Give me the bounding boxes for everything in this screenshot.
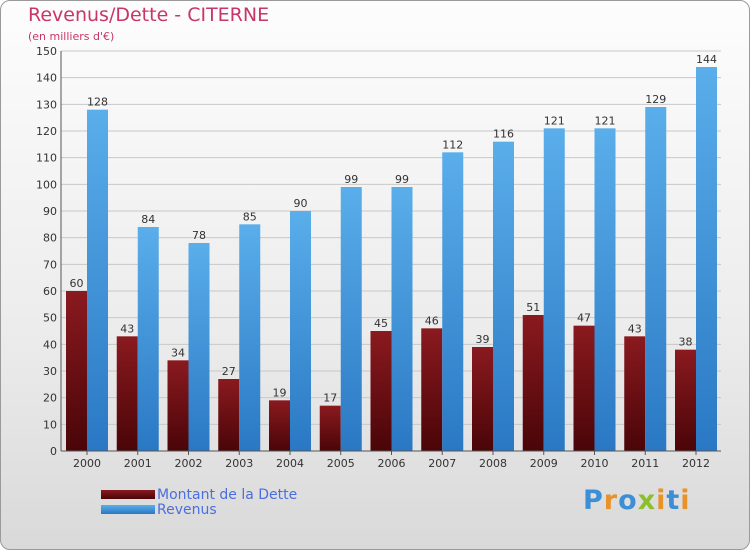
x-tick-label: 2009	[530, 457, 558, 470]
data-label-debt: 60	[70, 277, 84, 290]
bar-debt	[319, 405, 341, 451]
data-label-revenus: 116	[493, 128, 514, 141]
bar-debt	[218, 379, 240, 451]
y-tick-label: 60	[43, 285, 57, 298]
bar-revenus	[239, 224, 261, 451]
proxiti-logo: Proxiti	[583, 485, 691, 516]
bar-revenus	[645, 107, 667, 451]
bar-debt	[421, 328, 443, 451]
bar-debt	[370, 331, 392, 451]
legend-item-debt: Montant de la Dette	[101, 486, 298, 503]
bar-debt	[167, 360, 189, 451]
x-tick-label: 2008	[479, 457, 507, 470]
data-label-revenus: 85	[243, 210, 257, 223]
y-tick-label: 0	[50, 445, 57, 458]
y-tick-label: 10	[43, 418, 57, 431]
data-label-debt: 46	[425, 314, 439, 327]
data-label-debt: 43	[628, 322, 642, 335]
bar-revenus	[87, 109, 108, 452]
bar-revenus	[442, 152, 464, 452]
y-tick-label: 80	[43, 232, 57, 245]
bar-debt	[675, 349, 696, 451]
data-label-debt: 34	[171, 346, 185, 359]
x-tick-label: 2004	[276, 457, 304, 470]
data-label-revenus: 90	[294, 197, 308, 210]
legend-swatch-debt	[101, 490, 155, 499]
bar-revenus	[696, 67, 717, 451]
y-tick-label: 50	[43, 312, 57, 325]
bar-debt	[66, 291, 87, 451]
bar-revenus	[493, 141, 514, 451]
y-tick-label: 30	[43, 365, 57, 378]
chart-subtitle: (en milliers d'€)	[28, 30, 115, 43]
data-label-revenus: 129	[645, 93, 666, 106]
x-tick-label: 2011	[631, 457, 659, 470]
legend-item-revenus: Revenus	[101, 501, 297, 518]
bar-debt	[269, 400, 290, 451]
y-tick-label: 70	[43, 258, 57, 271]
y-tick-label: 150	[36, 45, 57, 58]
data-label-debt: 38	[679, 336, 693, 349]
bar-revenus	[137, 227, 159, 451]
bar-revenus	[340, 187, 362, 451]
y-tick-label: 20	[43, 392, 57, 405]
data-label-debt: 17	[323, 392, 337, 405]
data-label-revenus: 99	[344, 173, 358, 186]
bar-revenus	[188, 243, 210, 451]
bar-revenus	[543, 128, 565, 451]
legend-label-debt: Montant de la Dette	[157, 486, 298, 503]
x-tick-label: 2001	[124, 457, 152, 470]
data-label-debt: 51	[526, 301, 540, 314]
data-label-revenus: 78	[192, 229, 206, 242]
legend-swatch-revenus	[101, 505, 155, 514]
data-label-debt: 43	[120, 322, 134, 335]
data-label-debt: 45	[374, 317, 388, 330]
y-tick-label: 120	[36, 125, 57, 138]
bar-debt	[522, 315, 544, 451]
bar-debt	[624, 336, 646, 451]
data-label-revenus: 112	[442, 138, 463, 151]
bar-revenus	[391, 187, 413, 451]
y-tick-label: 140	[36, 72, 57, 85]
x-tick-label: 2005	[327, 457, 355, 470]
data-label-revenus: 99	[395, 173, 409, 186]
data-label-revenus: 84	[141, 213, 155, 226]
data-label-revenus: 121	[544, 114, 565, 127]
y-tick-label: 110	[36, 152, 57, 165]
y-tick-label: 100	[36, 178, 57, 191]
bar-debt	[116, 336, 138, 451]
data-label-revenus: 144	[696, 53, 717, 66]
bar-debt	[573, 325, 595, 451]
legend: Montant de la Dette Revenus	[101, 486, 298, 518]
data-label-revenus: 128	[87, 96, 108, 109]
legend-label-revenus: Revenus	[157, 501, 217, 518]
data-label-debt: 19	[273, 386, 287, 399]
data-label-debt: 39	[476, 333, 490, 346]
y-tick-label: 40	[43, 338, 57, 351]
x-tick-label: 2010	[581, 457, 609, 470]
x-tick-label: 2003	[225, 457, 253, 470]
y-tick-label: 130	[36, 98, 57, 111]
bar-debt	[472, 347, 493, 451]
x-tick-label: 2006	[378, 457, 406, 470]
bar-revenus	[290, 211, 311, 451]
y-tick-label: 90	[43, 205, 57, 218]
data-label-revenus: 121	[595, 114, 616, 127]
x-tick-label: 2007	[428, 457, 456, 470]
data-label-debt: 47	[577, 312, 591, 325]
x-tick-label: 2002	[175, 457, 203, 470]
x-tick-label: 2012	[682, 457, 710, 470]
x-tick-label: 2000	[73, 457, 101, 470]
chart-title: Revenus/Dette - CITERNE	[28, 4, 270, 26]
bar-revenus	[594, 128, 616, 451]
data-label-debt: 27	[222, 365, 236, 378]
